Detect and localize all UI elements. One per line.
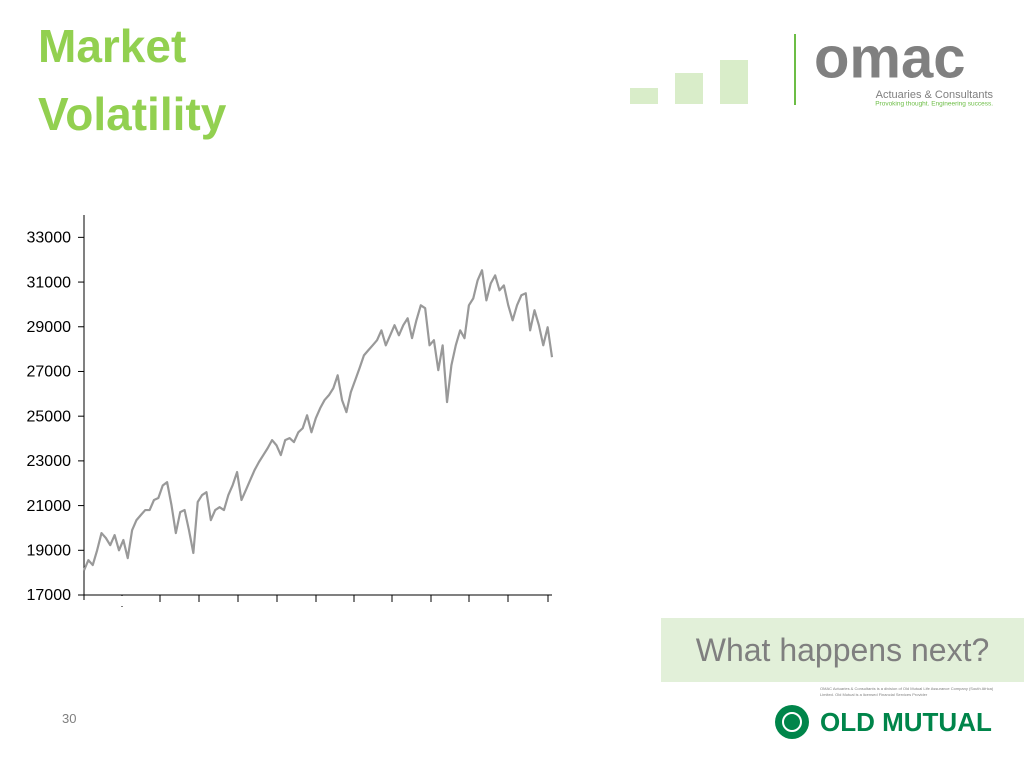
logo-bar: [630, 88, 658, 104]
y-tick-label: 17000: [27, 587, 72, 604]
callout: What happens next?: [661, 618, 1024, 682]
y-tick-label: 21000: [27, 498, 72, 515]
logo-bar: [675, 73, 703, 104]
disclaimer: OMAC Actuaries & Consultants is a divisi…: [820, 686, 994, 697]
brand-name: OLD MUTUAL: [820, 707, 992, 737]
y-tick-label: 25000: [27, 408, 72, 425]
logo-bar: [720, 60, 748, 104]
y-tick-label: 19000: [27, 543, 72, 560]
brand-emblem: [782, 712, 802, 732]
y-tick-label: 31000: [27, 274, 72, 291]
y-tick-label: 27000: [27, 364, 72, 381]
brand-emblem: [775, 705, 809, 739]
logo-tagline: Actuaries & Consultants: [876, 89, 994, 101]
slide-title: Market Volatility: [38, 20, 227, 140]
price-line: [82, 269, 554, 571]
logo-name: omac: [814, 25, 966, 90]
y-tick-label: 29000: [27, 319, 72, 336]
x-ticks: [121, 595, 549, 607]
logo-slogan: Provoking thought. Engineering success.: [875, 101, 993, 108]
y-tick-label: 33000: [27, 230, 72, 247]
page-number: 30: [62, 711, 77, 726]
y-tick-label: 23000: [27, 453, 72, 470]
